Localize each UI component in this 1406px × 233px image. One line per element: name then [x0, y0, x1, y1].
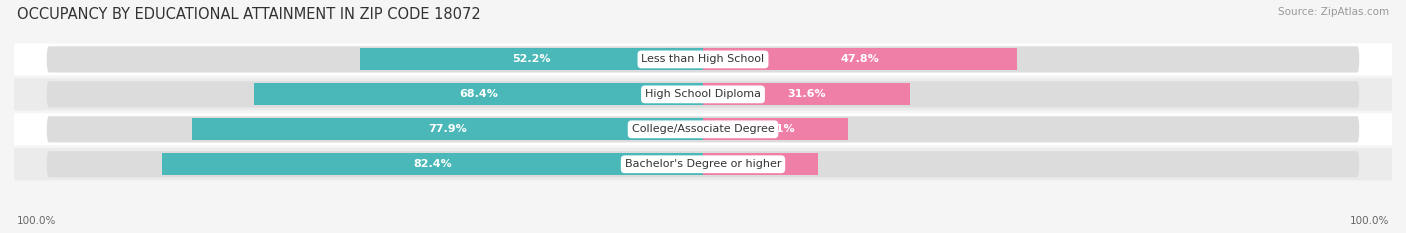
Bar — [703, 48, 1017, 71]
Text: 77.9%: 77.9% — [427, 124, 467, 134]
Text: College/Associate Degree: College/Associate Degree — [631, 124, 775, 134]
FancyBboxPatch shape — [14, 148, 1392, 180]
FancyBboxPatch shape — [46, 81, 1360, 107]
FancyBboxPatch shape — [14, 78, 1392, 110]
FancyBboxPatch shape — [46, 116, 1360, 142]
Text: Source: ZipAtlas.com: Source: ZipAtlas.com — [1278, 7, 1389, 17]
Bar — [703, 83, 910, 106]
Bar — [162, 153, 703, 175]
Bar — [360, 48, 703, 71]
FancyBboxPatch shape — [14, 43, 1392, 75]
Text: 31.6%: 31.6% — [787, 89, 825, 99]
Text: OCCUPANCY BY EDUCATIONAL ATTAINMENT IN ZIP CODE 18072: OCCUPANCY BY EDUCATIONAL ATTAINMENT IN Z… — [17, 7, 481, 22]
Bar — [191, 118, 703, 140]
Text: Less than High School: Less than High School — [641, 55, 765, 64]
Text: High School Diploma: High School Diploma — [645, 89, 761, 99]
Text: 82.4%: 82.4% — [413, 159, 453, 169]
Text: 100.0%: 100.0% — [17, 216, 56, 226]
Text: 68.4%: 68.4% — [460, 89, 498, 99]
Text: 17.6%: 17.6% — [741, 159, 780, 169]
Bar — [254, 83, 703, 106]
Text: 47.8%: 47.8% — [841, 55, 879, 64]
Bar — [703, 153, 818, 175]
FancyBboxPatch shape — [46, 46, 1360, 72]
Text: 22.1%: 22.1% — [756, 124, 794, 134]
Text: Bachelor's Degree or higher: Bachelor's Degree or higher — [624, 159, 782, 169]
Bar — [703, 118, 848, 140]
Text: 100.0%: 100.0% — [1350, 216, 1389, 226]
FancyBboxPatch shape — [14, 113, 1392, 145]
Text: 52.2%: 52.2% — [513, 55, 551, 64]
FancyBboxPatch shape — [46, 151, 1360, 177]
